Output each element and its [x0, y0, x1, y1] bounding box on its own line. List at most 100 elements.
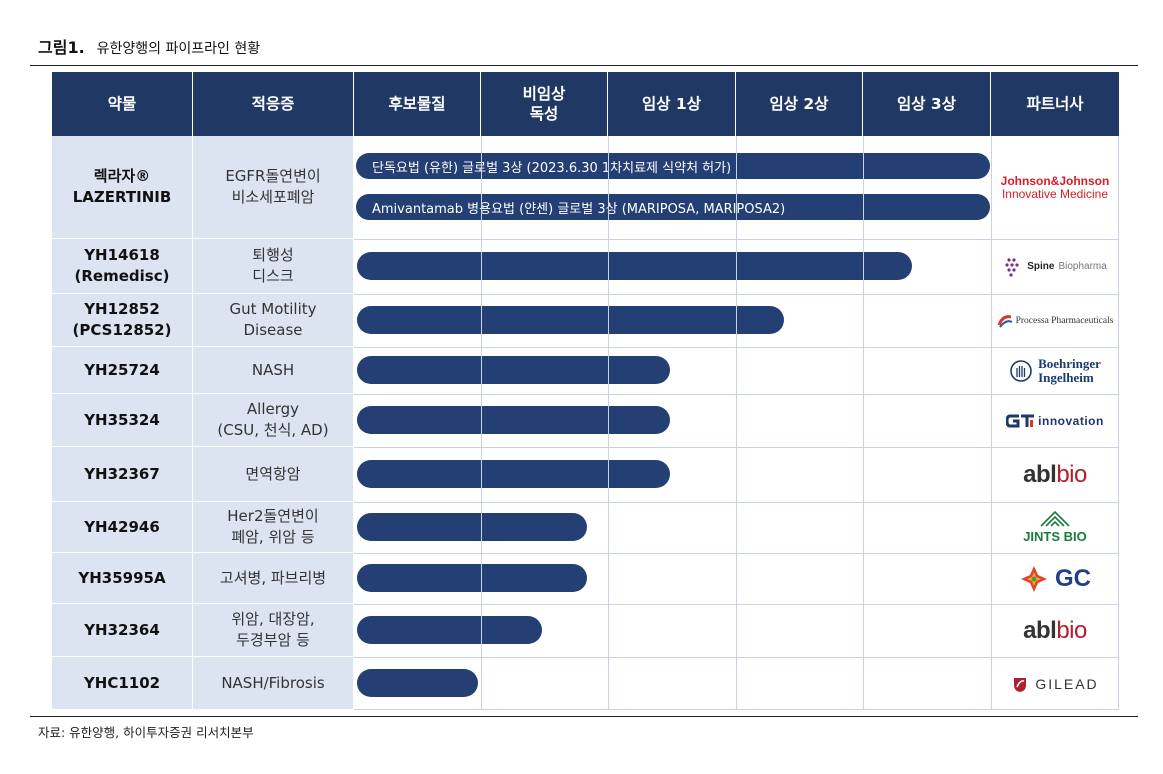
drug-name: YH14618 (Remedisc)	[52, 239, 193, 294]
gi-logo: innovation	[1006, 412, 1104, 430]
gi-icon	[1006, 414, 1035, 427]
figure-caption: 유한양행의 파이프라인 현황	[96, 41, 261, 57]
pipeline-bar	[357, 513, 587, 541]
table-row: YH42946 Her2돌연변이 폐암, 위암 등 JINTS BIO	[52, 502, 1119, 553]
jj-logo: Johnson&Johnson Innovative Medicine	[1000, 173, 1110, 201]
gc-text: GC	[1055, 564, 1091, 592]
grid-line	[354, 657, 1119, 658]
drug-name: YH35995A	[52, 553, 193, 604]
header-partner: 파트너사	[1026, 95, 1084, 113]
bi-logo: Boehringer Ingelheim	[1009, 355, 1101, 385]
table-row: YH32367 면역항암 ablbio	[52, 447, 1119, 502]
ablbio-logo: ablbio	[1023, 461, 1087, 489]
pipeline-bar	[357, 616, 543, 644]
table-row: YH35995A 고셔병, 파브리병 GC	[52, 553, 1119, 604]
indication: 위암, 대장암, 두경부암 등	[193, 604, 354, 657]
phase-area	[354, 604, 991, 657]
pipeline-bar	[357, 564, 587, 592]
spine-logo: Spine Biopharma	[1003, 257, 1107, 277]
phase-area	[354, 347, 991, 394]
jj-logo-top: Johnson&Johnson	[1000, 173, 1110, 188]
phase-area	[354, 394, 991, 447]
gc-logo: GC	[1019, 564, 1091, 594]
drug-name: YH35324	[52, 394, 193, 447]
jints-icon	[1040, 510, 1070, 527]
bio-text: bio	[1056, 460, 1087, 488]
processa-logo: Processa Pharmaceuticals	[997, 313, 1114, 329]
header-drug: 약물	[52, 72, 193, 136]
bio-text: bio	[1056, 616, 1087, 644]
grid-line	[354, 294, 1119, 295]
indication: 고셔병, 파브리병	[193, 553, 354, 604]
header-phase3: 임상 3상	[863, 72, 991, 136]
header-preclinical: 비임상 독성	[481, 72, 608, 136]
spine-icon	[1005, 257, 1019, 277]
grid-line	[1118, 136, 1119, 710]
phase-area	[354, 447, 991, 502]
phase-area	[354, 657, 991, 710]
grid-line	[354, 604, 1119, 605]
jints-text: JINTS BIO	[1023, 529, 1087, 544]
drug-name: 렉라자® LAZERTINIB	[52, 136, 193, 239]
bottom-rule	[30, 716, 1138, 717]
jints-logo: JINTS BIO	[1023, 510, 1087, 544]
source-note: 자료: 유한양행, 하이투자증권 리서치본부	[38, 725, 254, 740]
figure-title: 그림1. 유한양행의 파이프라인 현황	[38, 34, 261, 57]
jj-logo-bottom: Innovative Medicine	[1001, 186, 1109, 201]
spine-bold: Spine	[1027, 261, 1055, 272]
bi-top: Boehringer	[1038, 355, 1101, 371]
gilead-logo: GILEAD	[1011, 675, 1098, 693]
partner-logo-gilead: GILEAD	[991, 657, 1119, 710]
grid-line	[608, 136, 609, 710]
partner-logo-gc: GC	[991, 553, 1119, 604]
grid-line	[736, 136, 737, 710]
bi-bottom: Ingelheim	[1038, 369, 1094, 385]
drug-name: YH25724	[52, 347, 193, 394]
ablbio-logo: ablbio	[1023, 617, 1087, 645]
indication: NASH/Fibrosis	[193, 657, 354, 710]
header-indication: 적응증	[193, 72, 354, 136]
header-phase2: 임상 2상	[736, 72, 863, 136]
partner-logo-bi: Boehringer Ingelheim	[991, 347, 1119, 394]
pipeline-bar	[357, 252, 912, 280]
indication: 면역항암	[193, 447, 354, 502]
indication: Gut Motility Disease	[193, 294, 354, 347]
gilead-text: GILEAD	[1035, 675, 1099, 692]
indication: NASH	[193, 347, 354, 394]
pipeline-bar: 단독요법 (유한) 글로벌 3상 (2023.6.30 1차치료제 식약처 허가…	[356, 153, 990, 179]
phase-area	[354, 294, 991, 347]
partner-logo-ablbio: ablbio	[991, 604, 1119, 657]
gc-icon	[1021, 565, 1047, 592]
grid-line	[354, 709, 1119, 710]
indication: Allergy (CSU, 천식, AD)	[193, 394, 354, 447]
indication: EGFR돌연변이 비소세포폐암	[193, 136, 354, 239]
grid-line	[863, 136, 864, 710]
pipeline-bar: Amivantamab 병용요법 (얀센) 글로벌 3상 (MARIPOSA, …	[356, 194, 990, 220]
grid-line	[354, 239, 1119, 240]
grid-line	[354, 347, 1119, 348]
abl-text: abl	[1023, 460, 1057, 488]
pipeline-bar	[357, 306, 785, 334]
gi-text: innovation	[1038, 413, 1104, 428]
pipeline-bar	[357, 460, 670, 488]
partner-logo-ablbio: ablbio	[991, 447, 1119, 502]
table-row: YH12852 (PCS12852) Gut Motility Disease …	[52, 294, 1119, 347]
table-row: YH32364 위암, 대장암, 두경부암 등 ablbio	[52, 604, 1119, 657]
header-phase1: 임상 1상	[608, 72, 736, 136]
drug-name: YH32367	[52, 447, 193, 502]
processa-text: Processa Pharmaceuticals	[1015, 315, 1114, 326]
spine-light: Biopharma	[1058, 261, 1107, 272]
figure-number: 그림1.	[38, 38, 85, 57]
processa-icon	[997, 314, 1013, 328]
pipeline-bar	[357, 356, 670, 384]
grid-line	[481, 136, 482, 710]
top-rule	[30, 65, 1138, 66]
table-row: YHC1102 NASH/Fibrosis GILEAD	[52, 657, 1119, 710]
phase-area	[354, 239, 991, 294]
grid-line	[354, 502, 1119, 503]
gilead-icon	[1014, 677, 1027, 692]
table-row: YH35324 Allergy (CSU, 천식, AD) innovation	[52, 394, 1119, 447]
pipeline-bar	[357, 669, 479, 697]
partner-logo-jj: Johnson&Johnson Innovative Medicine	[991, 136, 1119, 239]
table-header: 약물 적응증 후보물질 비임상 독성 임상 1상 임상 2상 임상 3상 파트너…	[52, 72, 1119, 136]
